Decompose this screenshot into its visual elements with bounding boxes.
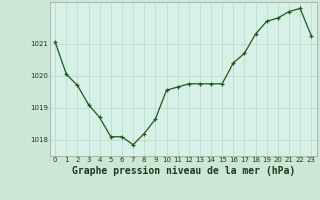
X-axis label: Graphe pression niveau de la mer (hPa): Graphe pression niveau de la mer (hPa) — [72, 166, 295, 176]
